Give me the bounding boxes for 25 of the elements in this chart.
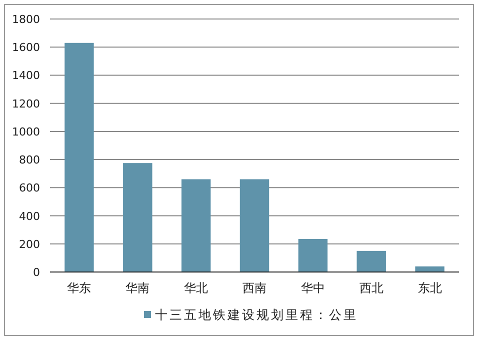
y-tick-label: 800: [19, 154, 40, 167]
x-tick-label: 西北: [359, 281, 384, 295]
bar: [415, 266, 444, 272]
y-tick-label: 1800: [12, 13, 40, 26]
y-tick-label: 1200: [12, 97, 40, 110]
bar: [123, 163, 152, 272]
y-tick-label: 0: [33, 266, 40, 279]
bar: [298, 238, 328, 272]
y-tick-label: 200: [19, 238, 40, 251]
x-tick-label: 华中: [300, 281, 325, 295]
x-tick-label: 华南: [126, 281, 150, 295]
x-tick-label: 东北: [418, 281, 442, 295]
x-tick-label: 西南: [242, 281, 266, 295]
y-tick-label: 400: [19, 210, 40, 223]
bar: [181, 179, 211, 272]
x-tick-label: 华东: [67, 281, 92, 295]
legend-label: 十三五地铁建设规划里程：公里: [155, 307, 358, 322]
x-tick-label: 华北: [184, 281, 208, 295]
bar: [356, 250, 386, 272]
bar: [64, 42, 94, 272]
y-tick-label: 1600: [12, 41, 40, 54]
y-tick-label: 600: [19, 182, 40, 195]
y-tick-label: 1400: [12, 69, 40, 82]
bar: [240, 179, 270, 272]
y-tick-label: 1000: [12, 125, 40, 138]
